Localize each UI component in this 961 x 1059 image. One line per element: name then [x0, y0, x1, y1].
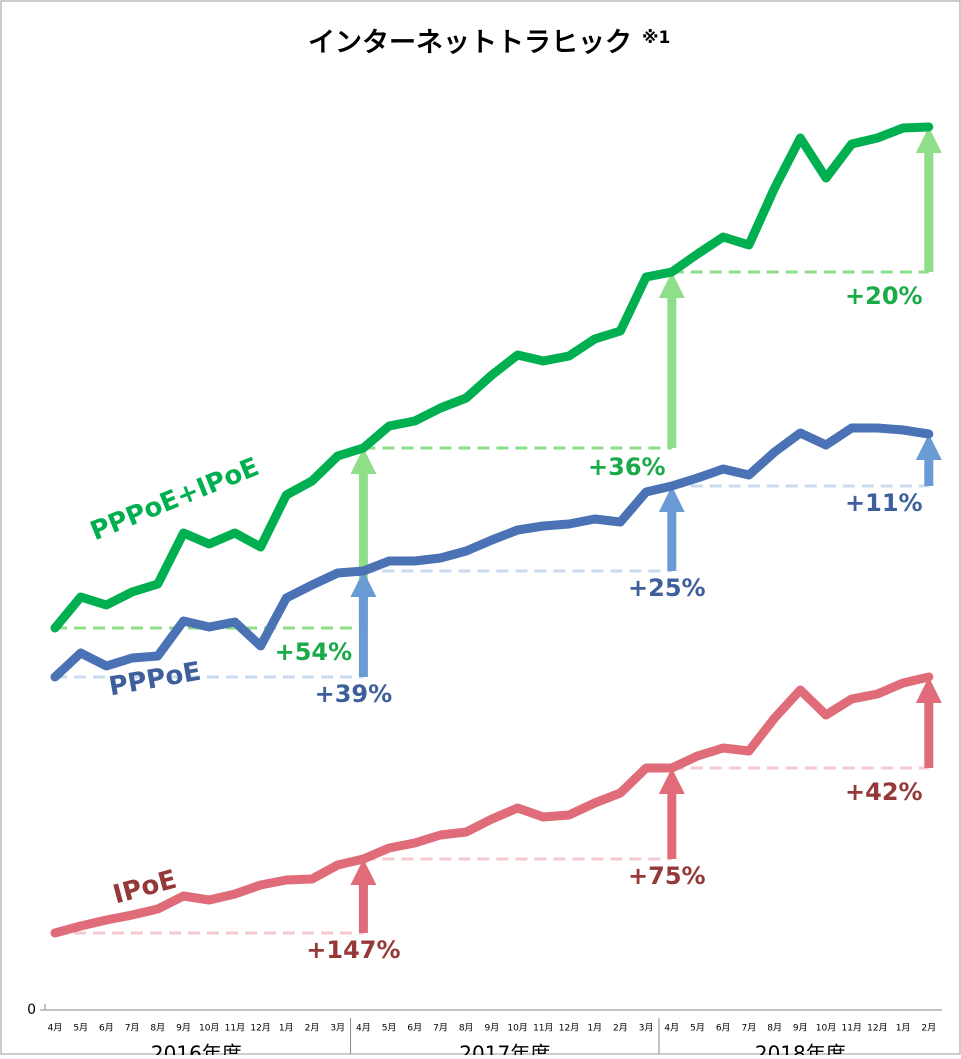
growth-arrow-head — [915, 434, 942, 460]
x-tick-label: 10月 — [816, 1023, 836, 1034]
x-tick-label: 3月 — [639, 1023, 654, 1034]
chart-title: インターネットトラヒック — [308, 28, 632, 59]
x-tick-label: 10月 — [199, 1023, 219, 1034]
x-tick-label: 4月 — [664, 1023, 679, 1034]
growth-label: +75% — [628, 862, 706, 890]
growth-label: +25% — [628, 574, 706, 602]
x-tick-label: 12月 — [867, 1023, 887, 1034]
series-line — [50, 672, 934, 938]
x-tick-label: 9月 — [793, 1023, 808, 1034]
x-tick-label: 2月 — [613, 1023, 628, 1034]
y-tick-label: 0 — [27, 1002, 36, 1018]
x-tick-label: 1月 — [896, 1023, 911, 1034]
series-line — [50, 423, 934, 682]
growth-label: +20% — [845, 282, 923, 310]
growth-arrow-head — [350, 859, 377, 885]
x-tick-label: 9月 — [485, 1023, 500, 1034]
x-tick-label: 4月 — [48, 1023, 63, 1034]
x-tick-label: 7月 — [742, 1023, 757, 1034]
x-tick-label: 1月 — [279, 1023, 294, 1034]
x-tick-label: 7月 — [125, 1023, 140, 1034]
x-tick-label: 11月 — [533, 1023, 553, 1034]
x-tick-label: 11月 — [225, 1023, 245, 1034]
growth-arrow-head — [350, 448, 377, 474]
group-label: 2016年度 — [151, 1042, 242, 1056]
growth-label: +147% — [306, 936, 400, 964]
growth-label: +11% — [845, 489, 923, 517]
growth-arrow-head — [658, 272, 685, 298]
x-tick-label: 2月 — [921, 1023, 936, 1034]
x-tick-label: 8月 — [767, 1023, 782, 1034]
x-tick-label: 4月 — [356, 1023, 371, 1034]
x-tick-label: 10月 — [507, 1023, 527, 1034]
growth-label: +42% — [845, 778, 923, 806]
x-tick-label: 6月 — [99, 1023, 114, 1034]
x-tick-label: 9月 — [176, 1023, 191, 1034]
x-tick-label: 1月 — [587, 1023, 602, 1034]
x-tick-label: 12月 — [559, 1023, 579, 1034]
growth-arrow-head — [915, 677, 942, 703]
x-tick-label: 8月 — [150, 1023, 165, 1034]
group-label: 2017年度 — [459, 1042, 550, 1056]
group-label: 2018年度 — [755, 1042, 846, 1056]
growth-label: +39% — [315, 680, 393, 708]
growth-arrow-head — [658, 768, 685, 794]
title-note: ※1 — [642, 28, 670, 48]
x-tick-label: 6月 — [407, 1023, 422, 1034]
x-tick-label: 11月 — [841, 1023, 861, 1034]
x-tick-label: 8月 — [459, 1023, 474, 1034]
growth-arrow-head — [350, 571, 377, 597]
growth-arrow-head — [658, 486, 685, 512]
growth-label: +36% — [588, 453, 666, 481]
x-tick-label: 6月 — [716, 1023, 731, 1034]
x-tick-label: 3月 — [330, 1023, 345, 1034]
x-tick-label: 5月 — [382, 1023, 397, 1034]
growth-arrow-head — [915, 127, 942, 153]
x-tick-label: 2月 — [305, 1023, 320, 1034]
growth-label: +54% — [275, 638, 353, 666]
x-tick-label: 12月 — [250, 1023, 270, 1034]
series-line — [50, 122, 934, 633]
x-tick-label: 5月 — [73, 1023, 88, 1034]
x-tick-label: 7月 — [433, 1023, 448, 1034]
x-tick-label: 5月 — [690, 1023, 705, 1034]
